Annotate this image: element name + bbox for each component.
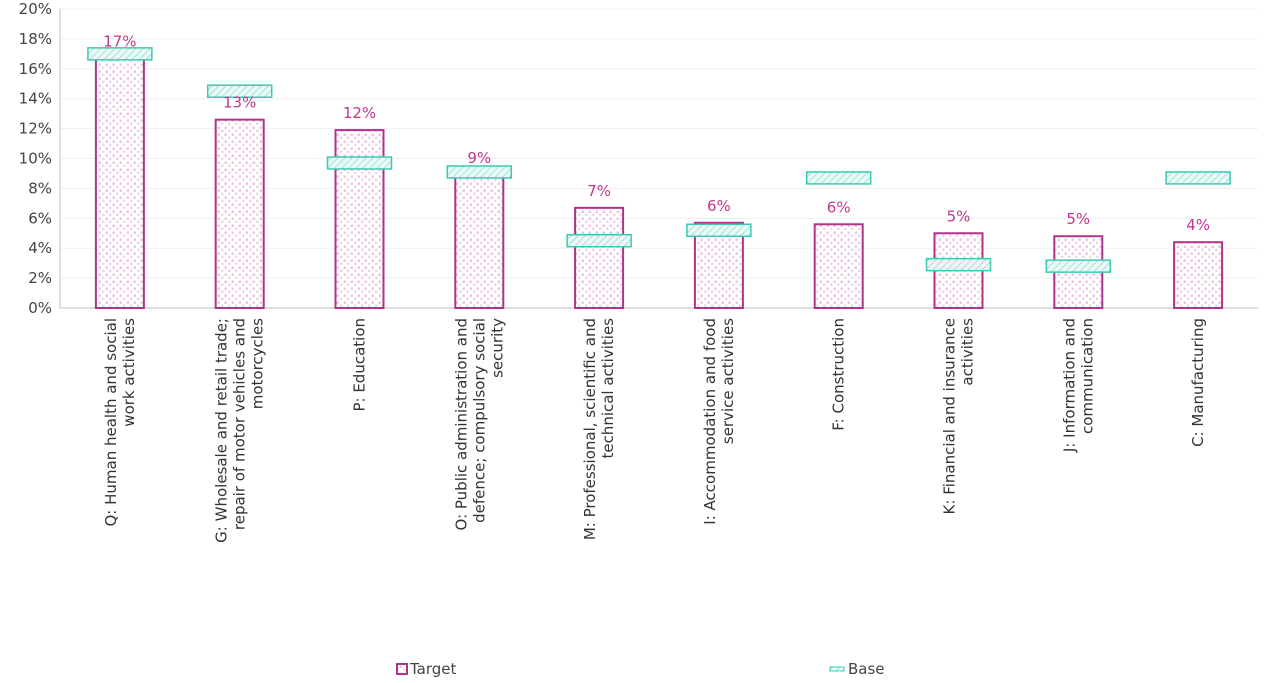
legend-item-target: Target [396,660,457,678]
x-tick-label: C: Manufacturing [1189,318,1207,447]
x-tick-label-line: technical activities [599,318,617,459]
x-tick-label-line: defence; compulsory social [470,318,488,523]
x-tick-label-line: G: Wholesale and retail trade; [213,318,231,543]
y-tick-label: 0% [28,299,52,317]
base-marker [87,47,153,61]
x-tick-label: O: Public administration and defence; com… [452,318,506,531]
data-label: 9% [467,149,491,167]
target-bar [214,118,265,309]
x-tick-label-line: F: Construction [830,318,848,431]
y-tick-label: 10% [19,150,52,168]
base-marker [805,171,872,185]
base-marker [925,257,992,272]
base-marker [566,233,632,248]
target-bar [94,57,145,309]
x-tick-label-line: C: Manufacturing [1189,318,1207,447]
data-label: 6% [827,198,851,216]
x-tick-label-line: activities [959,318,977,386]
x-tick-label-line: O: Public administration and [452,318,470,530]
x-tick-label: F: Construction [830,318,848,431]
x-tick-label: Q: Human health and social work activitie… [102,318,138,527]
x-tick-label: I: Accommodation and food service activit… [701,318,737,525]
x-tick-label: G: Wholesale and retail trade; repair of … [213,318,267,543]
x-tick-label-line: K: Financial and insurance [941,318,959,514]
y-tick-label: 4% [28,239,52,257]
base-marker [1165,171,1231,185]
data-label: 17% [103,32,136,50]
x-tick-label: P: Education [351,318,369,412]
data-label: 5% [947,207,971,225]
data-label: 6% [707,197,731,215]
data-label: 4% [1186,216,1210,234]
y-tick-label: 12% [19,120,52,138]
x-tick-label-line: work activities [120,318,138,427]
x-tick-label: M: Professional, scientific and technical… [581,318,617,540]
x-tick-label: J: Information and communication [1060,318,1096,453]
x-tick-label-line: M: Professional, scientific and [581,318,599,540]
base-marker [206,84,273,98]
legend-item-base: Base [829,660,885,678]
y-tick-label: 8% [28,179,52,197]
target-bar [454,173,505,309]
x-tick-label-line: I: Accommodation and food [701,318,719,525]
legend-swatch-target [396,663,408,675]
data-labels: 17% 13% 12% 9% 7% 6% 6% 5% 5% 4% [103,32,1210,234]
y-tick-label: 18% [19,30,52,48]
data-label: 13% [223,94,256,112]
target-bar [1173,241,1224,309]
legend-label-target: Target [409,660,457,678]
y-axis: 0% 2% 4% 6% 8% 10% 12% 14% 16% 18% 20% [19,0,61,317]
data-label: 5% [1066,210,1090,228]
data-label: 12% [343,104,376,122]
x-tick-label-line: security [488,318,506,378]
x-tick-label: K: Financial and insurance activities [941,318,977,515]
base-marker [1045,259,1112,273]
base-marker [326,156,393,170]
legend: Target Base [396,660,885,678]
x-tick-label-line: motorcycles [249,318,267,409]
x-tick-label-line: communication [1078,318,1096,434]
data-label: 7% [587,182,611,200]
y-tick-label: 16% [19,60,52,78]
base-marker [446,165,513,179]
x-tick-label-line: Q: Human health and social [102,318,120,527]
target-bar [574,206,625,310]
x-tick-label-line: P: Education [351,318,369,412]
y-tick-label: 6% [28,209,52,227]
x-axis: Q: Human health and social work activitie… [102,318,1207,543]
base-marker [686,223,752,238]
x-tick-label-line: J: Information and [1060,318,1078,453]
x-tick-label-line: service activities [719,318,737,444]
legend-label-base: Base [848,660,885,678]
y-tick-label: 2% [28,269,52,287]
x-tick-label-line: repair of motor vehicles and [231,318,249,530]
legend-swatch-base [829,666,845,672]
y-tick-label: 20% [19,0,52,18]
base-markers [87,47,1231,273]
target-bar [813,223,864,309]
y-tick-label: 14% [19,90,52,108]
